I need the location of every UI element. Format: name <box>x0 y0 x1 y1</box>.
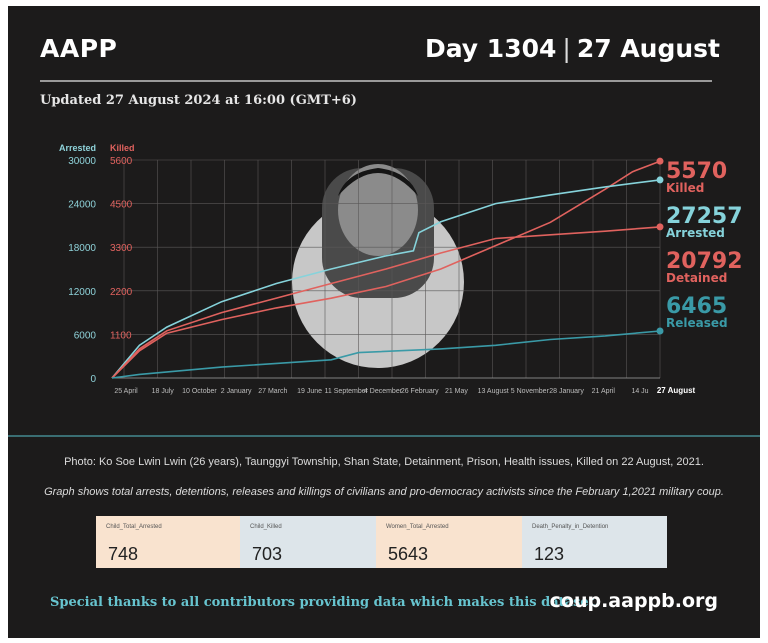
header-rule <box>40 80 712 82</box>
series-final-value: 20792 <box>666 249 743 274</box>
y-right-tick-label: 4500 <box>110 200 133 211</box>
x-tick-label: 21 April <box>592 388 616 395</box>
stat-value: 5643 <box>388 544 429 564</box>
series-name-label: Killed <box>666 181 704 195</box>
section-divider <box>8 435 760 437</box>
series-endpoint-killed <box>656 157 664 165</box>
x-tick-label: 4 December <box>364 388 403 395</box>
stat-card-child-arrested: Child_Total_Arrested 748 <box>96 516 240 568</box>
y-left-axis-title: Arrested <box>59 143 96 153</box>
y-left-tick-label: 18000 <box>68 243 96 254</box>
stats-row: Child_Total_Arrested 748 Child_Killed 70… <box>96 516 667 568</box>
stat-card-women-arrested: Women_Total_Arrested 5643 <box>376 516 522 568</box>
y-right-axis-title: Killed <box>110 143 135 153</box>
series-endpoint-arrested <box>656 176 664 184</box>
x-tick-label: 25 April <box>114 388 138 395</box>
heading-date: 27 August <box>576 34 720 63</box>
y-left-tick-label: 24000 <box>68 200 96 211</box>
x-tick-label: 5 November <box>511 388 550 395</box>
x-tick-label: 18 July <box>152 388 175 395</box>
x-tick-label: 26 February <box>401 388 439 395</box>
x-tick-label: 28 January <box>549 388 584 395</box>
x-tick-label: 19 June <box>297 388 322 395</box>
thanks-note: Special thanks to all contributors provi… <box>50 595 600 610</box>
stat-value: 703 <box>252 544 283 564</box>
series-line-arrested <box>111 179 661 379</box>
stat-label: Women_Total_Arrested <box>386 524 449 530</box>
x-tick-label: 21 May <box>445 388 468 395</box>
series-final-value: 6465 <box>666 294 727 319</box>
series-name-label: Released <box>666 316 728 330</box>
y-right-tick-label: 5600 <box>110 156 133 167</box>
x-tick-label: 10 October <box>182 388 217 395</box>
y-right-tick-label: 2200 <box>110 287 133 298</box>
brand-title: AAPP <box>40 34 118 63</box>
photo-caption: Photo: Ko Soe Lwin Lwin (26 years), Taun… <box>64 456 704 468</box>
series-final-value: 5570 <box>666 159 727 184</box>
chart-description: Graph shows total arrests, detentions, r… <box>44 486 724 498</box>
x-tick-label: 13 August <box>478 388 509 395</box>
x-end-label: 27 August <box>657 386 696 395</box>
site-link[interactable]: coup.aappb.org <box>549 590 718 612</box>
stat-value: 748 <box>108 544 139 564</box>
series-endpoint-released <box>656 327 664 335</box>
series-name-label: Arrested <box>666 226 725 240</box>
stat-label: Death_Penalty_in_Detention <box>532 524 609 530</box>
x-tick-label: 14 Ju <box>631 388 648 395</box>
series-name-label: Detained <box>666 271 727 285</box>
portrait-hair <box>338 168 418 196</box>
x-tick-label: 11 September <box>325 388 369 395</box>
heading-separator: | <box>562 34 571 63</box>
series-line-detained <box>111 226 661 379</box>
series-final-value: 27257 <box>666 204 743 229</box>
stat-value: 123 <box>534 544 565 564</box>
y-left-tick-label: 30000 <box>68 156 96 167</box>
stat-card-child-killed: Child_Killed 703 <box>240 516 376 568</box>
stat-card-death-penalty: Death_Penalty_in_Detention 123 <box>522 516 667 568</box>
y-left-tick-label: 12000 <box>68 287 96 298</box>
portrait-photo <box>292 164 464 368</box>
day-date-heading: Day 1304 | 27 August <box>425 34 720 63</box>
y-left-tick-label: 6000 <box>74 330 97 341</box>
day-counter: Day 1304 <box>424 34 557 63</box>
stat-label: Child_Killed <box>250 524 282 530</box>
stat-label: Child_Total_Arrested <box>106 524 162 530</box>
cumulative-chart: 30000 24000 18000 12000 6000 0 5600 4500 3300 220… <box>59 143 743 395</box>
portrait-face <box>338 164 418 256</box>
series-endpoint-detained <box>656 223 664 231</box>
y-right-tick-label: 1100 <box>110 330 132 341</box>
x-tick-label: 27 March <box>258 388 287 395</box>
updated-timestamp: Updated 27 August 2024 at 16:00 (GMT+6) <box>40 93 357 108</box>
y-left-tick-label: 0 <box>90 374 96 385</box>
series-line-released <box>111 330 661 379</box>
series-line-killed <box>111 160 661 379</box>
x-tick-label: 2 January <box>221 388 252 395</box>
y-right-tick-label: 3300 <box>110 243 133 254</box>
